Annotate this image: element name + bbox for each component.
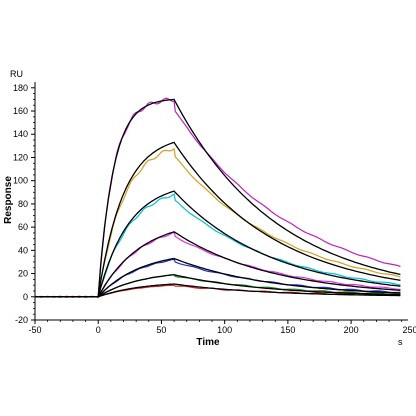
fit-curve-line [35,257,401,298]
x-tick-label: 0 [96,325,101,335]
y-tick-label: 80 [18,199,28,209]
x-tick-label: 50 [156,325,166,335]
fit-curve-line [35,98,401,298]
x-tick-label: -50 [28,325,41,335]
y-axis-title: Response [3,176,14,224]
fit-layer [35,98,401,298]
fit-curve-line [35,190,401,298]
x-unit-label: s [398,337,403,347]
axes-layer: -20 0 20 40 60 80 100 120 140 160 180 -50 0 50 100 150 2… [13,82,416,335]
x-tick-label: 250 [402,325,416,335]
y-unit-label: RU [10,69,23,79]
response-series-line [34,193,401,298]
response-series-line [34,97,401,298]
y-tick-label: 160 [13,106,28,116]
fit-curve-line [35,141,401,298]
y-tick-label: 120 [13,152,28,162]
y-tick-label: 40 [18,245,28,255]
response-series-line [34,231,401,298]
series-layer [34,97,401,299]
y-tick-label: 140 [13,129,28,139]
y-tick-label: -20 [15,315,28,325]
x-tick-label: 150 [280,325,295,335]
y-tick-label: 100 [13,176,28,186]
fit-curve-line [35,231,401,298]
y-tick-label: 20 [18,269,28,279]
fit-curve-line [35,283,401,298]
x-tick-label: 200 [344,325,359,335]
response-series-line [34,147,401,298]
x-tick-label: 100 [217,325,232,335]
x-axis-title: Time [196,337,220,348]
y-tick-label: 0 [23,292,28,302]
y-tick-label: 60 [18,222,28,232]
y-tick-label: 180 [13,83,28,93]
fit-curve-line [35,274,401,298]
labels-layer: Response Time RU s [3,69,403,348]
